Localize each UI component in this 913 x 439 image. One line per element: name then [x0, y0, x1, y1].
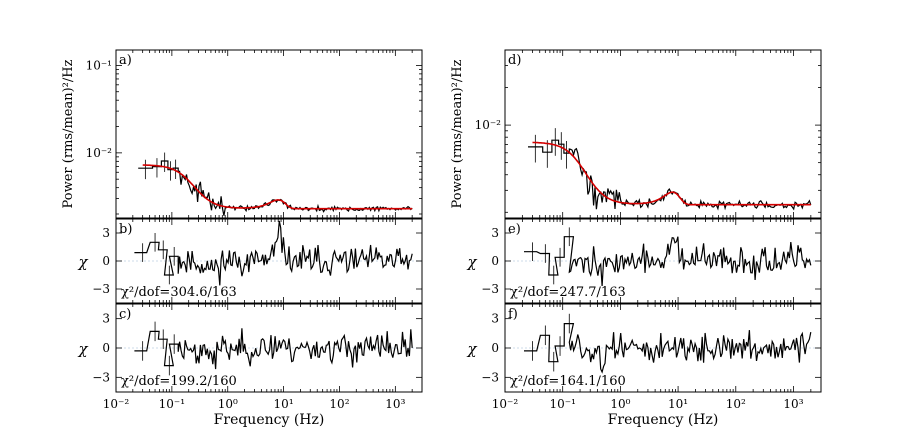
residual-panel-frame — [504, 303, 822, 393]
chi-squared-annotation: χ²/dof=164.1/160 — [510, 374, 626, 389]
resid-y-tick-label: 0 — [102, 341, 110, 355]
resid-y-axis-label: χ — [77, 253, 88, 271]
residual-series — [134, 328, 413, 370]
x-tick-label: 10² — [726, 397, 746, 411]
residual-series — [524, 323, 812, 374]
residual-series — [524, 236, 812, 287]
residual-panel: 10⁻² 10⁻¹ 10⁰ 10¹ 10² 10³ 3 0 −3 c) χ²/dof=199.2/1… — [77, 303, 423, 411]
resid-y-axis-label: χ — [466, 340, 477, 358]
resid-y-tick-label: 3 — [491, 226, 499, 240]
resid-y-tick-label: 3 — [102, 226, 110, 240]
power-y-tick-label: 10⁻² — [475, 118, 502, 132]
model-fit-line — [142, 164, 413, 210]
resid-y-tick-label: −3 — [481, 370, 499, 384]
chi-squared-annotation: χ²/dof=199.2/160 — [121, 374, 237, 389]
chi-squared-annotation: χ²/dof=247.7/163 — [510, 285, 626, 300]
residual-series — [134, 220, 413, 286]
x-tick-label: 10⁰ — [218, 397, 238, 411]
resid-y-tick-label: 3 — [102, 312, 110, 326]
residual-panel: 3 0 −3 b) χ²/dof=304.6/163 χ — [77, 218, 423, 304]
x-tick-label: 10⁻¹ — [159, 397, 185, 411]
resid-y-tick-label: −3 — [481, 282, 499, 296]
x-tick-label: 10³ — [385, 397, 405, 411]
resid-y-tick-label: 0 — [491, 254, 499, 268]
resid-y-tick-label: 0 — [102, 254, 110, 268]
resid-y-tick-label: 0 — [491, 341, 499, 355]
x-tick-label: 10³ — [783, 397, 803, 411]
power-y-tick-label: 10⁻² — [86, 146, 113, 160]
resid-y-tick-label: 3 — [491, 312, 499, 326]
power-panel-frame — [115, 49, 423, 219]
power-spectrum-series — [138, 160, 413, 216]
power-panel-frame — [504, 49, 822, 219]
power-spectrum-series — [528, 139, 812, 211]
panel-label: b) — [119, 222, 132, 237]
x-axis-label: Frequency (Hz) — [608, 412, 719, 428]
residual-panel: 10⁻² 10⁻¹ 10⁰ 10¹ 10² 10³ 3 0 −3 f) χ²/dof=164.1/1… — [466, 303, 822, 411]
chi-squared-annotation: χ²/dof=304.6/163 — [121, 285, 237, 300]
panel-label: f) — [508, 307, 518, 322]
panel-label: c) — [119, 307, 131, 322]
panel-label: a) — [119, 53, 132, 68]
model-fit-line — [532, 141, 811, 206]
resid-y-axis-label: χ — [466, 253, 477, 271]
residual-panel-frame — [504, 218, 822, 304]
power-y-axis-label: Power (rms/mean)²/Hz — [61, 59, 76, 208]
resid-y-tick-label: −3 — [92, 370, 110, 384]
resid-y-axis-label: χ — [77, 340, 88, 358]
chart-column-2: 10⁻² d) Power (rms/mean)²/Hz 3 0 −3 e) χ²/dof=2… — [450, 49, 822, 428]
panel-label: d) — [508, 53, 521, 68]
power-panel: 10⁻¹ 10⁻² a) Power (rms/mean)²/Hz — [61, 49, 423, 219]
resid-y-tick-label: −3 — [92, 282, 110, 296]
x-tick-label: 10⁻² — [492, 397, 519, 411]
x-axis-label: Frequency (Hz) — [214, 412, 325, 428]
panel-label: e) — [508, 222, 521, 237]
power-y-axis-label: Power (rms/mean)²/Hz — [450, 59, 465, 208]
residual-panel: 3 0 −3 e) χ²/dof=247.7/163 χ — [466, 218, 822, 304]
x-tick-label: 10⁻² — [103, 397, 130, 411]
x-tick-label: 10¹ — [668, 397, 688, 411]
residual-panel-frame — [115, 303, 423, 393]
x-tick-label: 10⁰ — [610, 397, 630, 411]
x-tick-label: 10⁻¹ — [549, 397, 575, 411]
residual-panel-frame — [115, 218, 423, 304]
chart-column-1: 10⁻¹ 10⁻² a) Power (rms/mean)²/Hz 3 0 −3 b) χ²/d… — [61, 49, 423, 428]
x-tick-label: 10¹ — [274, 397, 294, 411]
power-panel: 10⁻² d) Power (rms/mean)²/Hz — [450, 49, 822, 219]
x-tick-label: 10² — [329, 397, 349, 411]
power-y-tick-label: 10⁻¹ — [86, 58, 112, 72]
